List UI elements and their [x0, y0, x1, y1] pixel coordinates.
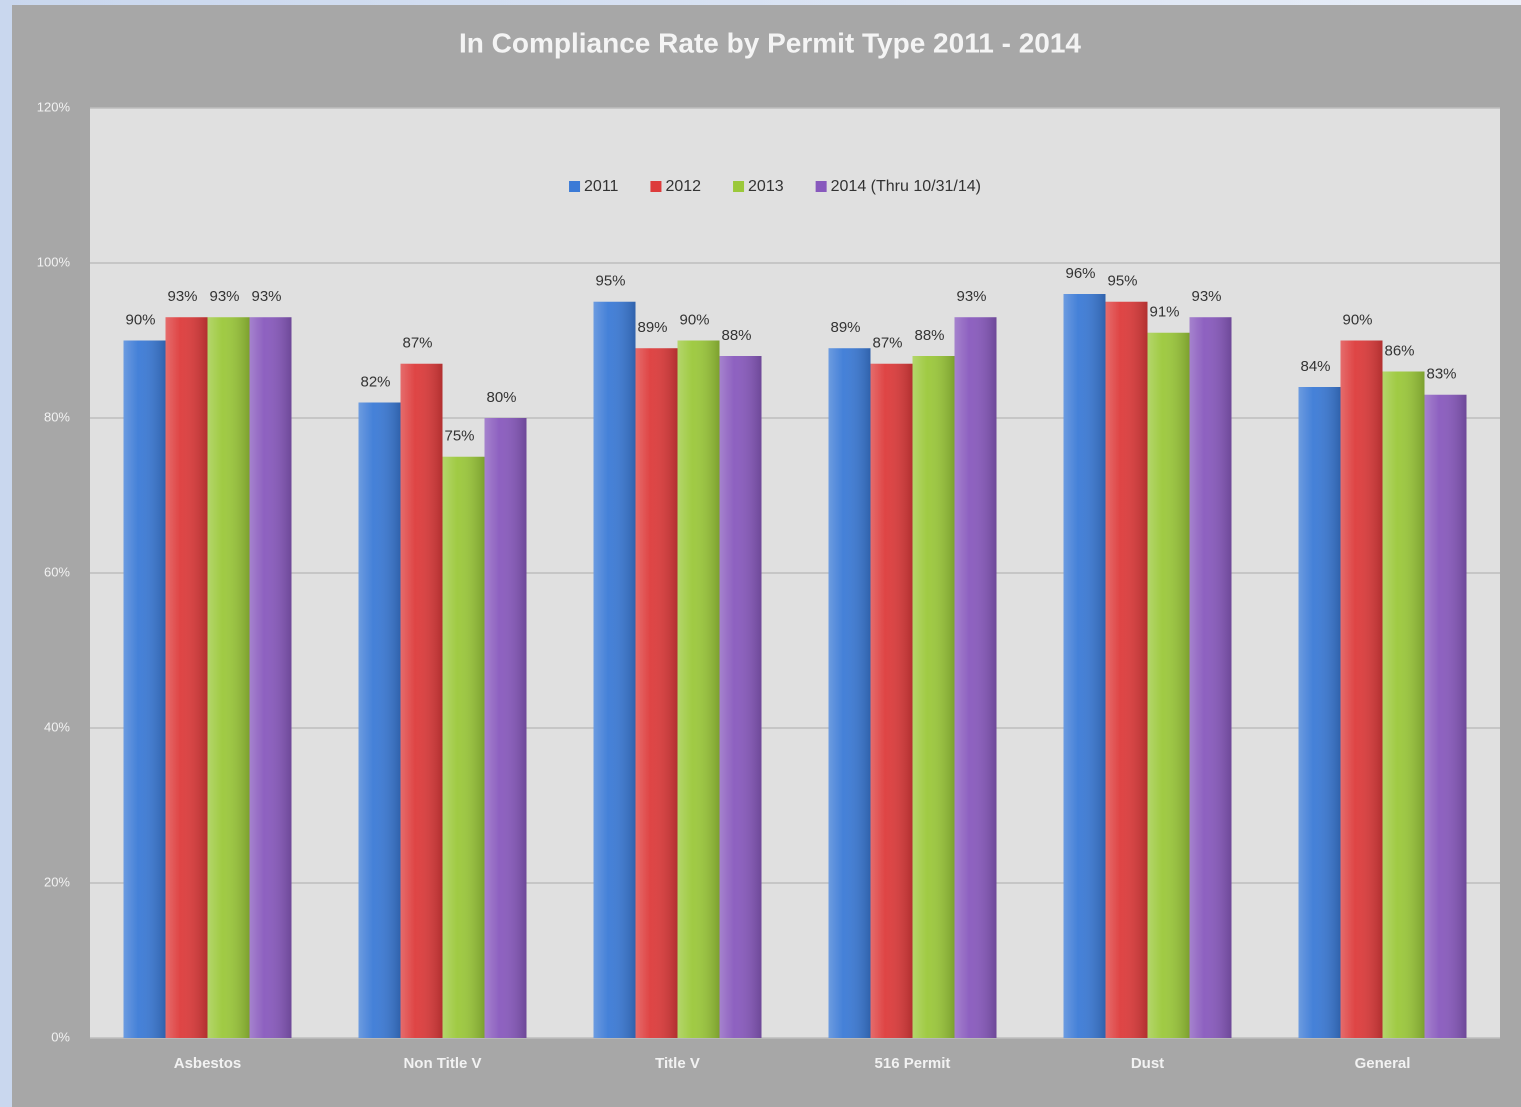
bar-shade	[400, 363, 443, 1038]
legend-label: 2012	[665, 178, 701, 195]
y-tick-label: 100%	[37, 254, 71, 269]
bar-shade	[1105, 301, 1148, 1038]
x-tick-label: Non Title V	[403, 1055, 481, 1072]
y-tick-label: 40%	[44, 719, 70, 734]
data-label: 86%	[1384, 342, 1414, 359]
x-tick-label: Title V	[655, 1055, 700, 1072]
bar-shade	[593, 301, 636, 1038]
data-label: 88%	[721, 327, 751, 344]
data-label: 89%	[830, 319, 860, 336]
legend-swatch	[650, 181, 662, 192]
bar-shade	[828, 348, 871, 1038]
bar-shade	[484, 418, 527, 1038]
data-label: 95%	[1107, 273, 1137, 290]
bar-shade	[1340, 340, 1383, 1038]
bar-shade	[123, 340, 166, 1038]
y-tick-label: 0%	[51, 1029, 70, 1044]
data-label: 84%	[1300, 358, 1330, 375]
bar-shade	[249, 317, 292, 1038]
data-label: 90%	[679, 311, 709, 328]
x-tick-label: General	[1355, 1055, 1411, 1072]
legend-swatch	[815, 181, 827, 192]
data-label: 93%	[1191, 288, 1221, 305]
legend-label: 2014 (Thru 10/31/14)	[831, 178, 981, 195]
data-label: 93%	[167, 288, 197, 305]
bar-shade	[954, 317, 997, 1038]
bar-shade	[870, 363, 913, 1038]
data-label: 90%	[125, 311, 155, 328]
legend-label: 2011	[584, 178, 619, 195]
x-tick-label: Dust	[1131, 1055, 1164, 1072]
data-label: 93%	[956, 288, 986, 305]
y-tick-label: 80%	[44, 409, 70, 424]
x-tick-label: 516 Permit	[875, 1055, 951, 1072]
y-tick-label: 20%	[44, 874, 70, 889]
data-label: 93%	[251, 288, 281, 305]
data-label: 83%	[1426, 366, 1456, 383]
chart-title: In Compliance Rate by Permit Type 2011 -…	[459, 27, 1081, 58]
legend-swatch	[569, 181, 581, 192]
bar-shade	[1298, 387, 1341, 1038]
y-tick-label: 120%	[37, 99, 71, 114]
data-label: 91%	[1149, 304, 1179, 321]
bar-shade	[165, 317, 208, 1038]
bar-shade	[1382, 371, 1425, 1038]
bar-shade	[1147, 332, 1190, 1038]
legend-swatch	[733, 181, 745, 192]
data-label: 93%	[209, 288, 239, 305]
bar-shade	[677, 340, 720, 1038]
bar-shade	[358, 402, 401, 1038]
bar-shade	[442, 456, 485, 1038]
data-label: 88%	[914, 327, 944, 344]
data-label: 82%	[360, 373, 390, 390]
legend-label: 2013	[748, 178, 784, 195]
data-label: 89%	[637, 319, 667, 336]
bar-shade	[1189, 317, 1232, 1038]
data-label: 87%	[402, 335, 432, 352]
y-tick-label: 60%	[44, 564, 70, 579]
data-label: 95%	[595, 273, 625, 290]
bar-shade	[635, 348, 678, 1038]
data-label: 96%	[1065, 265, 1095, 282]
data-label: 75%	[444, 428, 474, 445]
data-label: 90%	[1342, 311, 1372, 328]
bar-shade	[1424, 394, 1467, 1038]
bar-shade	[912, 356, 955, 1038]
bar-shade	[1063, 294, 1106, 1038]
bar-shade	[719, 356, 762, 1038]
data-label: 80%	[486, 389, 516, 406]
x-tick-label: Asbestos	[174, 1055, 242, 1072]
data-label: 87%	[872, 335, 902, 352]
bar-shade	[207, 317, 250, 1038]
